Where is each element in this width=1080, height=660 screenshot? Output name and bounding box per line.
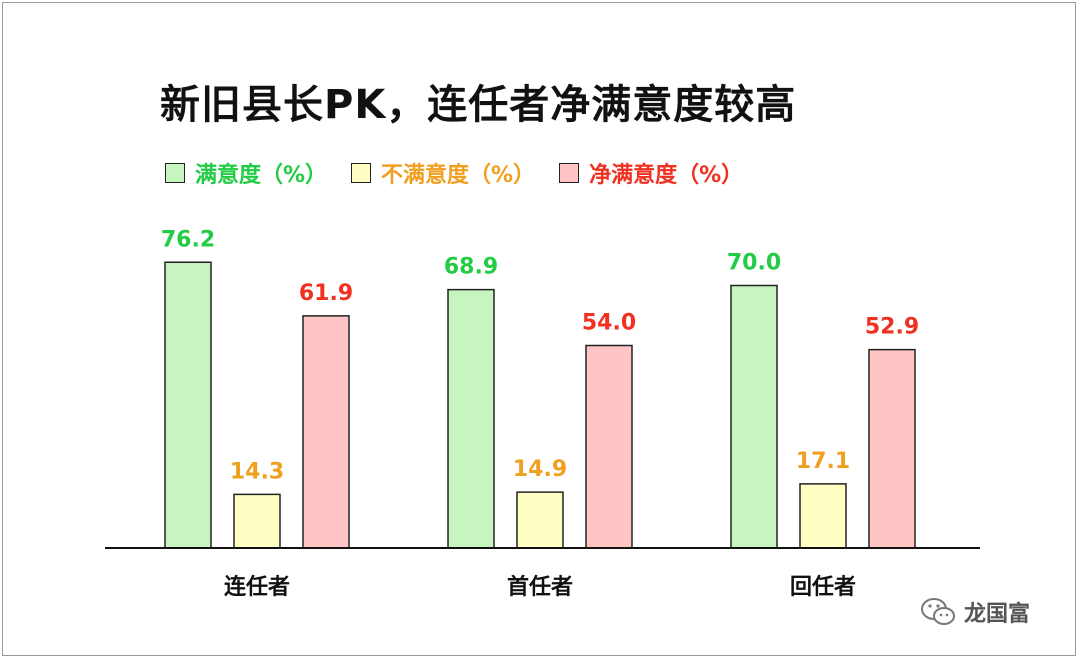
- category-label: 连任者: [224, 574, 290, 600]
- legend-label-satisfaction: 满意度（%）: [195, 163, 328, 188]
- legend-item-satisfaction: 满意度（%）: [165, 157, 327, 189]
- chart-legend: 满意度（%） 不满意度（%） 净满意度（%）: [165, 157, 767, 189]
- bar-value-label: 14.9: [513, 457, 567, 482]
- wechat-icon: [921, 598, 955, 625]
- bar-value-label: 61.9: [299, 281, 353, 306]
- bar-value-label: 70.0: [727, 251, 781, 276]
- bar-value-label: 76.2: [161, 227, 215, 252]
- bar-net-satisfaction: [585, 344, 633, 549]
- category-label: 回任者: [790, 574, 856, 600]
- bar-value-label: 54.0: [582, 311, 636, 336]
- bar-dissatisfaction: [233, 493, 281, 549]
- legend-swatch-satisfaction: [165, 163, 185, 183]
- bar-net-satisfaction: [302, 315, 350, 549]
- bar-dissatisfaction: [516, 491, 564, 549]
- legend-label-net-satisfaction: 净满意度（%）: [589, 163, 744, 188]
- bar-value-label: 68.9: [444, 255, 498, 280]
- legend-swatch-net-satisfaction: [559, 163, 580, 183]
- bar-satisfaction: [447, 288, 495, 549]
- legend-label-dissatisfaction: 不满意度（%）: [381, 163, 536, 188]
- watermark-text: 龙国富: [964, 602, 1031, 627]
- legend-swatch-dissatisfaction: [351, 163, 372, 183]
- bar-value-label: 14.3: [230, 459, 284, 484]
- bar-dissatisfaction: [799, 483, 847, 549]
- watermark: 龙国富: [920, 596, 1030, 628]
- category-label: 首任者: [507, 574, 573, 600]
- legend-item-dissatisfaction: 不满意度（%）: [351, 157, 535, 189]
- bar-net-satisfaction: [868, 348, 916, 549]
- chart-title: 新旧县长PK，连任者净满意度较高: [160, 82, 797, 128]
- legend-item-net-satisfaction: 净满意度（%）: [559, 157, 743, 189]
- bar-value-label: 17.1: [796, 449, 850, 474]
- bar-value-label: 52.9: [865, 315, 919, 340]
- bar-satisfaction: [730, 284, 778, 549]
- bar-satisfaction: [164, 261, 212, 549]
